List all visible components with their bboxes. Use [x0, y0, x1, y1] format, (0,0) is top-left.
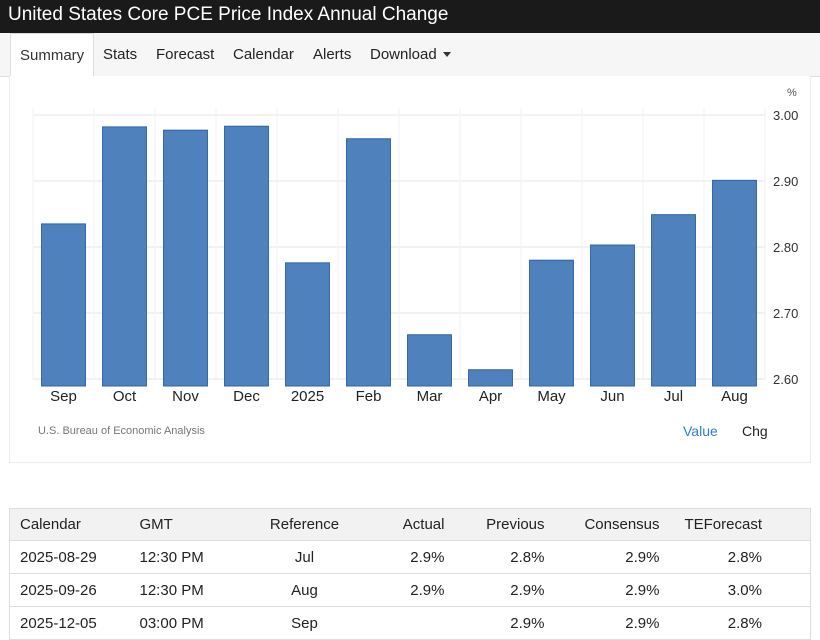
x-tick-label: 2025: [291, 388, 324, 405]
cell-consensus: 2.9%: [554, 573, 670, 607]
cell-date: 2025-09-26: [9, 573, 140, 607]
y-tick-label: 2.90: [773, 174, 798, 189]
x-tick-label: Apr: [479, 388, 502, 405]
bar: [407, 334, 452, 387]
bar: [651, 214, 696, 387]
x-tick-label: Sep: [50, 388, 77, 405]
calendar-table: Calendar GMT Reference Actual Previous C…: [9, 508, 811, 640]
x-tick-label: Mar: [417, 388, 443, 405]
y-tick-label: 3.00: [773, 108, 798, 123]
cell-reference: Aug: [239, 573, 370, 607]
cell-actual: 2.9%: [369, 540, 455, 574]
tab-download-label: Download: [370, 46, 437, 63]
cell-time: 12:30 PM: [139, 573, 240, 607]
bar: [529, 259, 574, 387]
value-toggle[interactable]: Value: [683, 423, 718, 439]
y-tick-label: 2.60: [773, 372, 798, 387]
x-tick-label: Feb: [356, 388, 382, 405]
bar: [285, 262, 330, 387]
bar-chart: 3.00 2.90 2.80 2.70 2.60% Sep Oct Nov Dec 2025 Feb…: [32, 87, 798, 405]
chart-source: U.S. Bureau of Economic Analysis: [38, 425, 205, 437]
cell-consensus: 2.9%: [554, 606, 670, 640]
header-reference: Reference: [239, 508, 370, 541]
cell-teforecast: 3.0%: [669, 573, 811, 607]
cell-reference: Sep: [239, 606, 370, 640]
x-tick-label: Nov: [172, 388, 199, 405]
header-previous: Previous: [454, 508, 555, 541]
x-tick-label: May: [537, 388, 566, 405]
cell-date: 2025-08-29: [9, 540, 140, 574]
tab-summary[interactable]: Summary: [10, 33, 95, 78]
cell-time: 12:30 PM: [139, 540, 240, 574]
y-tick-label: 2.70: [773, 306, 798, 321]
x-tick-label: Jul: [664, 388, 683, 405]
cell-previous: 2.9%: [454, 606, 555, 640]
bar: [590, 244, 635, 387]
title-bar: United States Core PCE Price Index Annua…: [0, 0, 820, 33]
cell-consensus: 2.9%: [554, 540, 670, 574]
cell-teforecast: 2.8%: [669, 540, 811, 574]
cell-previous: 2.8%: [454, 540, 555, 574]
bar: [346, 138, 391, 387]
header-actual: Actual: [369, 508, 455, 541]
table-row: 2025-09-26 12:30 PM Aug 2.9% 2.9% 2.9% 3…: [9, 573, 811, 607]
x-tick-label: Aug: [721, 388, 748, 405]
table-row: 2025-08-29 12:30 PM Jul 2.9% 2.8% 2.9% 2…: [9, 540, 811, 574]
tab-calendar[interactable]: Calendar: [233, 46, 294, 63]
x-tick-label: Jun: [600, 388, 624, 405]
tab-stats[interactable]: Stats: [103, 46, 138, 63]
bar: [41, 223, 86, 387]
bar: [468, 369, 513, 387]
tab-bar: Summary Stats Forecast Calendar Alerts D…: [0, 33, 820, 78]
table-header-row: Calendar GMT Reference Actual Previous C…: [9, 508, 811, 541]
chevron-down-icon: [442, 52, 451, 57]
page-title: United States Core PCE Price Index Annua…: [8, 4, 449, 25]
cell-time: 03:00 PM: [139, 606, 240, 640]
cell-actual: [369, 606, 455, 640]
table-row: 2025-12-05 03:00 PM Sep 2.9% 2.9% 2.8%: [9, 606, 811, 640]
bar: [712, 179, 757, 387]
bar: [102, 126, 147, 387]
x-tick-label: Dec: [233, 388, 260, 405]
cell-previous: 2.9%: [454, 573, 555, 607]
header-calendar: Calendar: [9, 508, 140, 541]
bar: [224, 125, 269, 387]
y-unit-label: %: [787, 87, 797, 99]
tab-alerts[interactable]: Alerts: [313, 46, 352, 63]
header-teforecast: TEForecast: [669, 508, 811, 541]
header-gmt: GMT: [139, 508, 240, 541]
cell-actual: 2.9%: [369, 573, 455, 607]
cell-teforecast: 2.8%: [669, 606, 811, 640]
bar: [163, 129, 208, 387]
tab-download[interactable]: Download: [370, 33, 451, 77]
cell-reference: Jul: [239, 540, 370, 574]
header-consensus: Consensus: [554, 508, 670, 541]
cell-date: 2025-12-05: [9, 606, 140, 640]
tab-forecast[interactable]: Forecast: [156, 46, 215, 63]
y-tick-label: 2.80: [773, 240, 798, 255]
chg-toggle[interactable]: Chg: [742, 423, 768, 439]
x-tick-label: Oct: [113, 388, 137, 405]
